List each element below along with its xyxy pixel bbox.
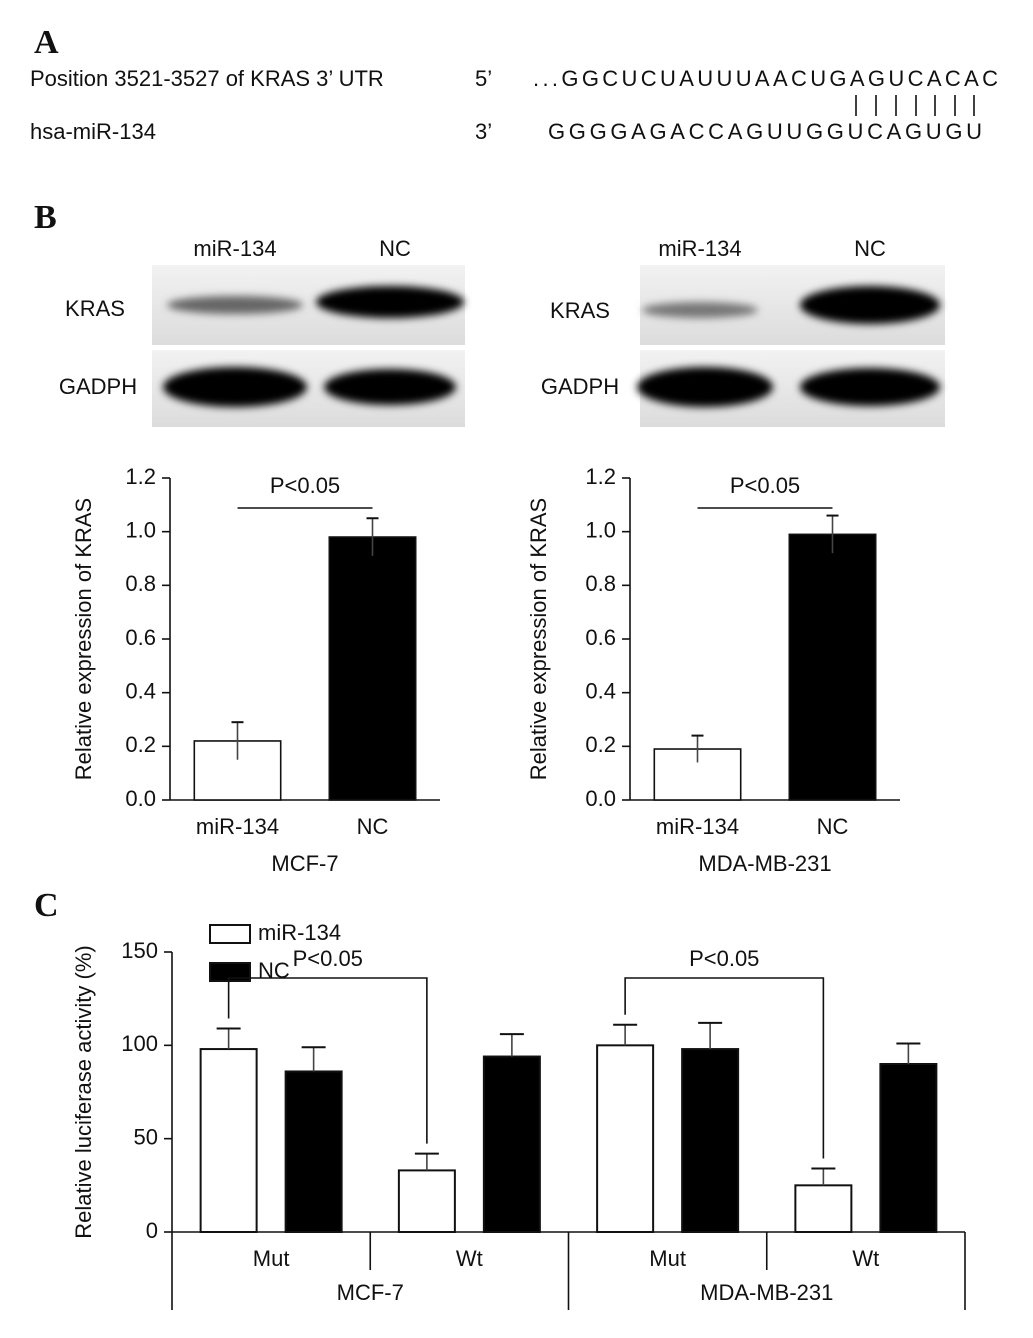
panel-label: C	[34, 887, 59, 924]
bar	[788, 533, 877, 801]
bar	[482, 1055, 541, 1233]
y-tick-label: 0.8	[585, 571, 616, 596]
legend-swatch	[209, 924, 251, 944]
group-label: MCF-7	[337, 1280, 404, 1305]
y-tick-label: 0.4	[125, 678, 156, 703]
bar	[397, 1169, 456, 1234]
y-tick-label: 0.2	[585, 732, 616, 757]
lane-label: miR-134	[658, 236, 741, 261]
panel-label: A	[34, 24, 59, 61]
x-axis-label: MDA-MB-231	[698, 851, 831, 876]
y-tick-label: 100	[121, 1031, 158, 1056]
row-label: KRAS	[65, 296, 125, 321]
bar	[879, 1063, 938, 1233]
y-tick-label: 0.6	[585, 625, 616, 650]
significance-bracket	[227, 977, 428, 1144]
bar	[794, 1184, 853, 1234]
annotation: P<0.05	[730, 473, 800, 498]
y-tick-label: 50	[134, 1124, 158, 1149]
seq-label: Position 3521-3527 of KRAS 3’ UTR	[30, 66, 384, 91]
y-axis-label: Relative luciferase activity (%)	[71, 945, 96, 1238]
x-tick-label: miR-134	[656, 814, 739, 839]
bar	[596, 1044, 655, 1234]
significance-bracket	[624, 977, 825, 1159]
lane-label: NC	[379, 236, 411, 261]
row-label: KRAS	[550, 298, 610, 323]
x-tick-label: NC	[817, 814, 849, 839]
legend-label: miR-134	[258, 920, 341, 945]
bar	[284, 1070, 343, 1234]
lane-label: miR-134	[193, 236, 276, 261]
legend-label: NC	[258, 958, 290, 983]
x-axis-label: MCF-7	[271, 851, 338, 876]
y-tick-label: 0.8	[125, 571, 156, 596]
blot: miR-134 NC KRAS GADPH	[541, 236, 945, 427]
seq-label: hsa-miR-134	[30, 119, 156, 144]
y-tick-label: 1.2	[585, 464, 616, 489]
x-tick-label: Wt	[852, 1246, 879, 1271]
blot: miR-134 NC KRAS GADPH	[59, 236, 465, 427]
y-tick-label: 0.4	[585, 678, 616, 703]
seq-end: 5’	[475, 66, 492, 91]
y-tick-label: 0	[146, 1218, 158, 1243]
x-tick-label: NC	[357, 814, 389, 839]
sequence: GGGGAGACCAGUUGGUCAGUGU	[548, 119, 982, 144]
bar	[199, 1048, 258, 1233]
panel-label: B	[34, 199, 57, 236]
annotation: P<0.05	[293, 946, 363, 971]
x-tick-label: Mut	[649, 1246, 686, 1271]
x-tick-label: miR-134	[196, 814, 279, 839]
annotation: P<0.05	[689, 946, 759, 971]
lane-label: NC	[854, 236, 886, 261]
y-tick-label: 0.0	[585, 786, 616, 811]
y-tick-label: 0.0	[125, 786, 156, 811]
sequence: ...GGCUCUAUUUAACUGAGUCACAC	[533, 66, 998, 91]
y-tick-label: 1.2	[125, 464, 156, 489]
bar	[328, 536, 417, 801]
y-tick-label: 0.6	[125, 625, 156, 650]
y-axis-label: Relative expression of KRAS	[71, 498, 96, 780]
x-tick-label: Wt	[456, 1246, 483, 1271]
y-tick-label: 150	[121, 938, 158, 963]
annotation: P<0.05	[270, 473, 340, 498]
y-tick-label: 1.0	[585, 517, 616, 542]
legend-swatch	[209, 962, 251, 982]
bar	[681, 1048, 740, 1233]
seq-end: 3’	[475, 119, 492, 144]
row-label: GADPH	[59, 374, 137, 399]
y-tick-label: 0.2	[125, 732, 156, 757]
y-axis-label: Relative expression of KRAS	[526, 498, 551, 780]
row-label: GADPH	[541, 374, 619, 399]
y-tick-label: 1.0	[125, 517, 156, 542]
group-label: MDA-MB-231	[700, 1280, 833, 1305]
x-tick-label: Mut	[253, 1246, 290, 1271]
pairing	[855, 95, 975, 116]
